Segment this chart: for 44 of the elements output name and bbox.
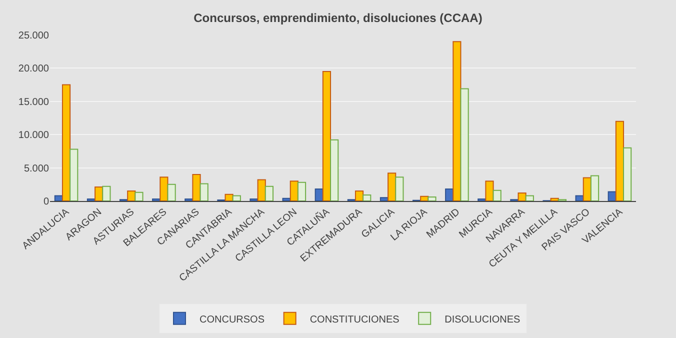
bar [380, 197, 389, 201]
y-tick-label: 10.000 [18, 130, 50, 142]
bar [167, 184, 176, 201]
bar [127, 190, 136, 201]
bar [492, 190, 502, 201]
bar [200, 183, 208, 201]
bar [395, 176, 404, 201]
bar [608, 191, 616, 201]
bar [257, 179, 266, 201]
bar [518, 192, 526, 201]
bar [525, 195, 534, 201]
legend-label: CONCURSOS [200, 314, 265, 326]
bar [590, 175, 600, 201]
bar [70, 148, 78, 201]
bar [615, 120, 624, 201]
bar [460, 88, 469, 201]
legend-label: CONSTITUCIONES [310, 314, 400, 326]
bar [485, 180, 494, 201]
bar [354, 190, 364, 201]
chart-title: Concursos, emprendimiento, disoluciones (CCAA) [194, 10, 482, 25]
bar [550, 198, 559, 201]
bar [264, 186, 274, 201]
y-tick-label: 20.000 [18, 64, 50, 75]
bar [428, 196, 436, 201]
y-tick-label: 5.000 [24, 163, 50, 174]
bar [322, 71, 332, 201]
bar [330, 139, 339, 201]
bar [623, 147, 632, 201]
bar [134, 192, 144, 201]
bar [297, 182, 306, 201]
legend-label: DISOLUCIONES [444, 314, 521, 326]
bar [452, 41, 462, 201]
bar [362, 194, 372, 201]
bar [102, 186, 111, 201]
y-tick-label: 0 [43, 196, 50, 208]
bar [54, 195, 63, 201]
bar [388, 172, 396, 201]
bar [232, 195, 241, 201]
bar [192, 174, 201, 201]
bar [62, 84, 71, 201]
y-tick-label: 15.000 [18, 96, 50, 108]
bar [160, 176, 168, 201]
y-tick-label: 25.000 [18, 30, 50, 42]
bar [575, 195, 584, 201]
